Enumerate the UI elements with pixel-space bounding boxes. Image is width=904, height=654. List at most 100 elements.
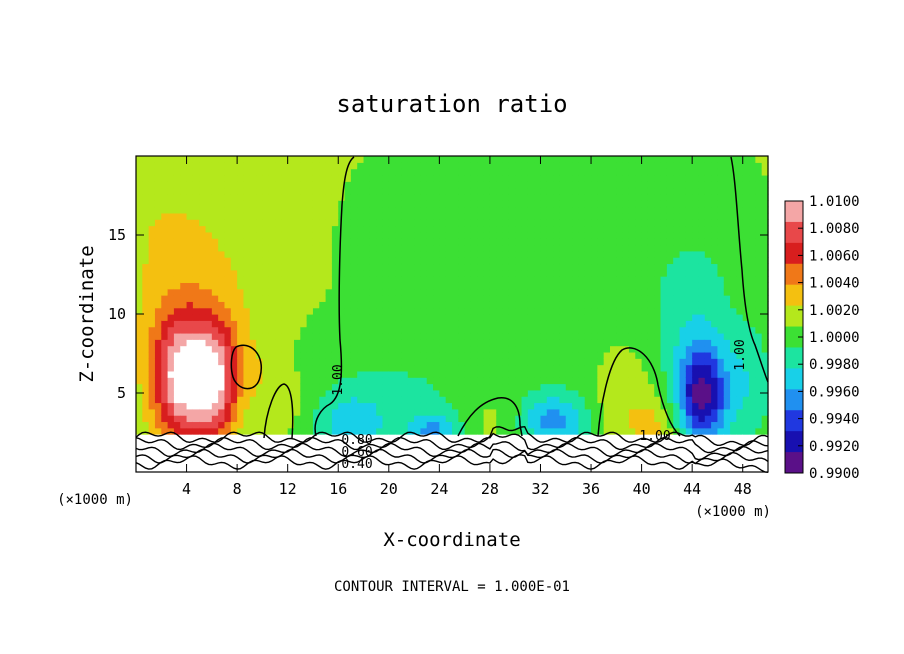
heat-cell bbox=[161, 465, 169, 473]
heat-cell bbox=[205, 408, 213, 416]
heat-cell bbox=[572, 370, 579, 378]
heat-cell bbox=[452, 370, 459, 378]
heat-cell bbox=[395, 212, 403, 220]
heat-cell bbox=[452, 446, 459, 454]
heat-cell bbox=[350, 238, 358, 246]
heat-cell bbox=[275, 326, 282, 334]
heat-cell bbox=[755, 421, 763, 429]
heat-cell bbox=[546, 326, 554, 334]
heat-cell bbox=[698, 174, 706, 182]
heat-cell bbox=[281, 231, 289, 239]
heat-cell bbox=[641, 465, 649, 473]
heat-cell bbox=[610, 244, 617, 252]
heat-cell bbox=[445, 238, 453, 246]
heat-cell bbox=[312, 168, 320, 176]
heat-cell bbox=[591, 408, 598, 416]
heat-cell bbox=[496, 276, 504, 283]
heat-cell bbox=[262, 402, 270, 410]
heat-cell bbox=[218, 307, 226, 315]
heat-cell bbox=[584, 250, 592, 258]
heat-cell bbox=[433, 276, 440, 283]
heat-cell bbox=[591, 257, 598, 265]
heat-cell bbox=[376, 276, 384, 283]
heat-cell bbox=[597, 225, 605, 233]
heat-cell bbox=[717, 168, 725, 176]
heat-cell bbox=[312, 276, 320, 283]
heat-cell bbox=[679, 168, 687, 176]
heat-cell bbox=[704, 187, 712, 195]
heat-cell bbox=[635, 282, 643, 290]
heat-cell bbox=[673, 231, 681, 239]
heat-cell bbox=[161, 440, 169, 448]
heat-cell bbox=[572, 231, 579, 239]
heat-cell bbox=[749, 257, 756, 265]
heat-cell bbox=[565, 377, 573, 385]
heat-cell bbox=[597, 250, 605, 258]
heat-cell bbox=[249, 301, 257, 309]
heat-cell bbox=[736, 434, 744, 441]
heat-cell bbox=[294, 332, 301, 340]
heat-cell bbox=[256, 219, 263, 227]
heat-cell bbox=[698, 314, 706, 321]
heat-cell bbox=[679, 408, 687, 416]
heat-cell bbox=[433, 332, 440, 340]
heat-cell bbox=[603, 276, 611, 283]
heat-cell bbox=[395, 206, 403, 214]
heat-cell bbox=[660, 225, 668, 233]
heat-cell bbox=[578, 162, 586, 170]
heat-cell bbox=[382, 326, 390, 334]
heat-cell bbox=[192, 332, 200, 340]
heat-cell bbox=[369, 200, 377, 208]
heat-cell bbox=[148, 269, 156, 277]
heat-cell bbox=[502, 320, 510, 328]
heat-cell bbox=[711, 288, 719, 296]
heat-cell bbox=[647, 174, 655, 182]
heat-cell bbox=[319, 250, 327, 258]
heat-cell bbox=[622, 339, 630, 347]
heat-cell bbox=[211, 301, 219, 309]
heat-cell bbox=[262, 238, 270, 246]
heat-cell bbox=[761, 358, 769, 366]
heat-cell bbox=[591, 364, 598, 372]
heat-cell bbox=[546, 364, 554, 372]
heat-cell bbox=[635, 162, 643, 170]
heat-cell bbox=[186, 332, 194, 340]
heat-cell bbox=[761, 225, 769, 233]
heat-cell bbox=[553, 307, 561, 315]
heat-cell bbox=[433, 358, 440, 366]
heat-cell bbox=[357, 415, 365, 423]
heat-cell bbox=[154, 257, 162, 265]
heat-cell bbox=[439, 351, 447, 359]
heat-cell bbox=[237, 339, 245, 347]
heat-cell bbox=[395, 219, 403, 227]
heat-cell bbox=[357, 383, 365, 391]
heat-cell bbox=[433, 396, 440, 404]
heat-cell bbox=[350, 402, 358, 410]
heat-cell bbox=[319, 465, 327, 473]
heat-cell bbox=[654, 244, 662, 252]
heat-cell bbox=[224, 156, 232, 163]
heat-cell bbox=[294, 162, 301, 170]
heat-cell bbox=[666, 212, 674, 220]
heat-cell bbox=[136, 358, 143, 366]
heat-cell bbox=[300, 162, 308, 170]
heat-cell bbox=[635, 168, 643, 176]
heat-cell bbox=[597, 219, 605, 227]
heat-cell bbox=[180, 370, 188, 378]
heat-cell bbox=[603, 415, 611, 423]
heat-cell bbox=[218, 231, 226, 239]
heat-cell bbox=[350, 339, 358, 347]
heat-cell bbox=[553, 383, 561, 391]
heat-cell bbox=[559, 225, 567, 233]
heat-cell bbox=[382, 453, 390, 460]
heat-cell bbox=[685, 288, 693, 296]
heat-cell bbox=[565, 162, 573, 170]
heat-cell bbox=[395, 257, 403, 265]
heat-cell bbox=[584, 162, 592, 170]
heat-cell bbox=[489, 295, 497, 302]
heat-cell bbox=[742, 453, 750, 460]
heat-cell bbox=[350, 415, 358, 423]
heat-cell bbox=[559, 364, 567, 372]
heat-cell bbox=[142, 288, 150, 296]
heat-cell bbox=[382, 396, 390, 404]
